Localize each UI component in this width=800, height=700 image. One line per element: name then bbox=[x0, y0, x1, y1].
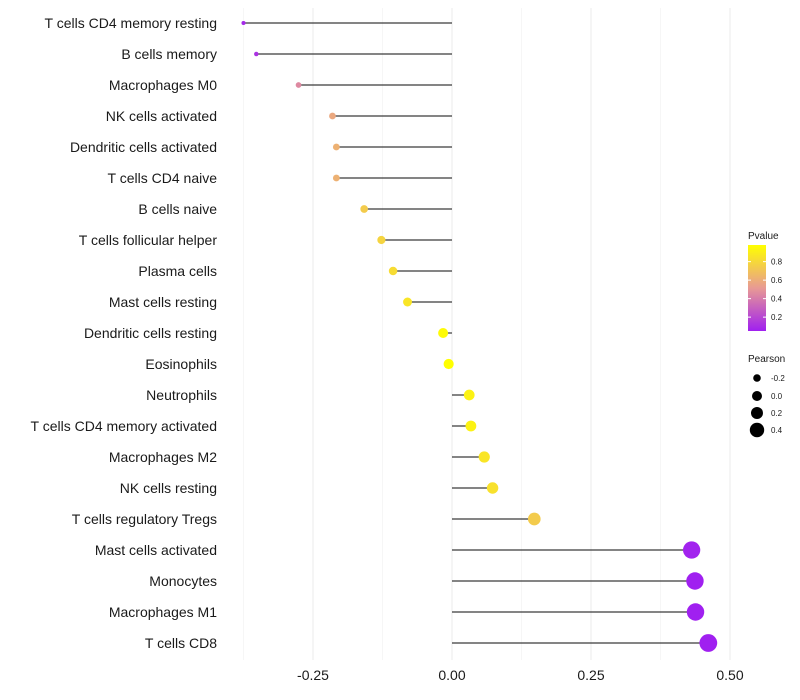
data-point bbox=[388, 266, 398, 276]
data-point bbox=[463, 389, 475, 401]
data-point bbox=[699, 634, 718, 652]
category-label: Eosinophils bbox=[145, 356, 217, 372]
data-point bbox=[686, 603, 705, 621]
category-label: Plasma cells bbox=[138, 263, 217, 279]
category-label: T cells regulatory Tregs bbox=[72, 511, 217, 527]
data-point bbox=[443, 358, 454, 370]
category-label: B cells naive bbox=[138, 201, 217, 217]
data-point bbox=[686, 572, 704, 590]
size-legend-dot bbox=[753, 374, 761, 382]
pvalue-colorbar bbox=[748, 245, 766, 331]
data-point bbox=[241, 20, 246, 26]
data-point bbox=[682, 541, 701, 559]
data-point bbox=[295, 82, 302, 88]
category-label: T cells follicular helper bbox=[79, 232, 218, 248]
category-label: T cells CD4 naive bbox=[108, 170, 218, 186]
colorbar-label: 0.4 bbox=[771, 295, 783, 304]
data-point bbox=[465, 420, 477, 432]
size-legend-label: 0.2 bbox=[771, 409, 783, 418]
colorbar-label: 0.8 bbox=[771, 258, 783, 267]
data-point bbox=[360, 205, 368, 213]
colorbar-label: 0.2 bbox=[771, 313, 783, 322]
category-label: Monocytes bbox=[149, 573, 217, 589]
data-point bbox=[486, 482, 499, 494]
category-label: NK cells activated bbox=[106, 108, 217, 124]
legend-pearson-title: Pearson bbox=[748, 354, 785, 365]
x-tick-label: 0.50 bbox=[716, 667, 743, 683]
colorbar-label: 0.6 bbox=[771, 276, 783, 285]
data-point bbox=[527, 512, 541, 526]
data-point bbox=[478, 451, 490, 463]
category-label: T cells CD4 memory resting bbox=[45, 15, 217, 31]
category-label: Dendritic cells activated bbox=[70, 139, 217, 155]
category-label: Macrophages M0 bbox=[109, 77, 217, 93]
size-legend-dot bbox=[751, 407, 763, 419]
data-point bbox=[254, 51, 259, 57]
data-point bbox=[332, 174, 340, 182]
x-tick-label: 0.00 bbox=[438, 667, 465, 683]
category-label: Macrophages M1 bbox=[109, 604, 217, 620]
category-label: Dendritic cells resting bbox=[84, 325, 217, 341]
legend-pvalue-title: Pvalue bbox=[748, 231, 779, 242]
size-legend-label: -0.2 bbox=[771, 374, 785, 383]
x-tick-label: -0.25 bbox=[297, 667, 329, 683]
data-point bbox=[377, 235, 386, 245]
data-point bbox=[438, 328, 449, 338]
category-label: Macrophages M2 bbox=[109, 449, 217, 465]
size-legend-label: 0.4 bbox=[771, 426, 783, 435]
data-point bbox=[403, 297, 412, 307]
category-label: T cells CD4 memory activated bbox=[31, 418, 217, 434]
x-tick-label: 0.25 bbox=[577, 667, 604, 683]
size-legend-dot bbox=[752, 391, 762, 401]
category-label: Mast cells activated bbox=[95, 542, 217, 558]
category-label: NK cells resting bbox=[120, 480, 217, 496]
size-legend-label: 0.0 bbox=[771, 392, 783, 401]
category-label: B cells memory bbox=[121, 46, 217, 62]
category-label: Neutrophils bbox=[146, 387, 217, 403]
data-point bbox=[332, 143, 340, 151]
data-point bbox=[329, 112, 336, 120]
category-label: T cells CD8 bbox=[145, 635, 217, 651]
size-legend-dot bbox=[749, 422, 765, 438]
category-label: Mast cells resting bbox=[109, 294, 217, 310]
